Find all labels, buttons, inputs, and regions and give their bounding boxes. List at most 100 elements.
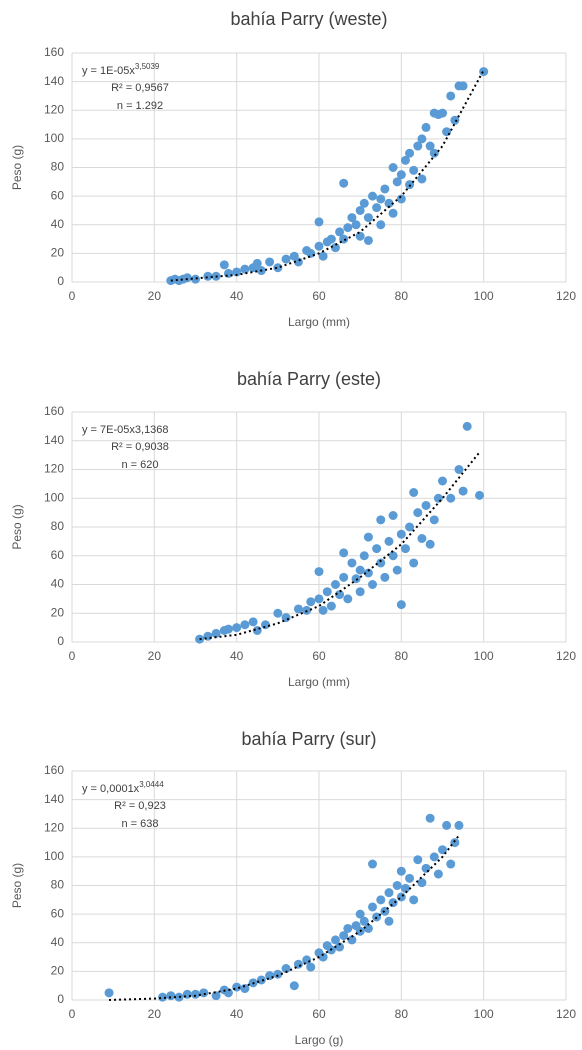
data-point [425,141,435,151]
data-point [256,975,266,985]
data-point [314,217,324,227]
data-point [203,271,213,281]
r-squared: R² = 0,923 [114,800,166,812]
data-point [330,243,340,253]
x-tick-label: 0 [69,289,76,303]
y-tick-label: 60 [51,188,65,202]
data-point [388,551,398,561]
x-tick-label: 40 [230,289,244,303]
sample-size: n = 638 [121,818,158,830]
r-squared: R² = 0,9567 [111,82,169,94]
data-point [450,115,460,125]
data-point [359,916,369,926]
data-point [306,962,316,972]
data-point [384,888,394,898]
data-point [425,539,435,549]
data-point [413,141,423,151]
data-point [376,220,386,230]
y-tick-label: 0 [57,634,64,648]
data-point [458,486,468,496]
y-tick-label: 120 [44,102,64,116]
y-tick-label: 140 [44,792,64,806]
data-point [240,984,250,994]
x-tick-label: 80 [395,289,409,303]
y-tick-label: 60 [51,548,65,562]
data-point [442,127,452,137]
data-point [273,969,283,979]
x-tick-label: 80 [395,649,409,663]
data-point [438,108,447,118]
data-point [413,508,423,518]
y-tick-label: 0 [57,992,64,1006]
y-tick-label: 140 [44,433,64,447]
data-point [293,604,303,614]
data-point [363,568,373,578]
data-point [388,208,398,218]
data-point [252,258,262,268]
data-point [376,895,386,905]
x-tick-label: 40 [230,1007,244,1021]
x-tick-label: 100 [474,1007,494,1021]
data-point [182,273,192,283]
data-point [396,194,406,204]
data-point [265,971,275,981]
data-point [347,935,357,945]
x-tick-label: 80 [395,1007,409,1021]
x-tick-label: 100 [474,649,494,663]
y-tick-label: 0 [57,274,64,288]
data-point [306,248,316,258]
data-point [166,991,176,1001]
data-point [158,992,168,1002]
data-point [322,587,332,597]
data-point [347,558,357,568]
trendline [170,69,485,282]
data-point [273,608,283,618]
equation: y = 7E-05x3,1368 [82,424,169,436]
x-tick-label: 60 [312,649,326,663]
data-point [446,91,456,101]
equation-base: y = 0,0001x [82,783,140,795]
data-point [363,235,373,245]
x-axis-title: Largo (mm) [288,675,350,689]
y-axis-title: Peso (g) [10,504,24,549]
y-tick-label: 20 [51,605,65,619]
data-point [396,529,406,539]
x-axis-title: Largo (g) [295,1033,344,1047]
x-tick-label: 40 [230,649,244,663]
data-point [384,536,394,546]
data-point [355,909,365,919]
data-point [351,220,361,230]
x-tick-label: 120 [556,289,576,303]
data-point [335,227,345,237]
data-point [343,223,353,233]
data-point [232,623,242,633]
y-tick-label: 160 [44,763,64,777]
data-point [400,883,410,893]
data-point [260,620,270,630]
data-point [281,254,291,264]
x-tick-label: 120 [556,649,576,663]
data-point [388,163,398,172]
data-point [355,205,365,215]
data-point [409,895,419,905]
x-tick-label: 0 [69,649,76,663]
data-point [199,988,209,998]
data-point [191,989,200,999]
data-point [265,257,275,267]
data-point [339,548,349,558]
data-point [409,165,419,175]
y-tick-label: 100 [44,490,64,504]
data-point [355,587,365,597]
data-point [363,213,373,223]
data-point [240,264,250,274]
data-point [314,567,324,577]
data-point [417,534,427,543]
data-point [343,923,353,933]
data-point [273,263,283,273]
data-point [335,942,345,952]
data-point [335,590,345,600]
data-point [314,594,324,604]
data-point [409,488,419,497]
data-point [343,594,353,604]
